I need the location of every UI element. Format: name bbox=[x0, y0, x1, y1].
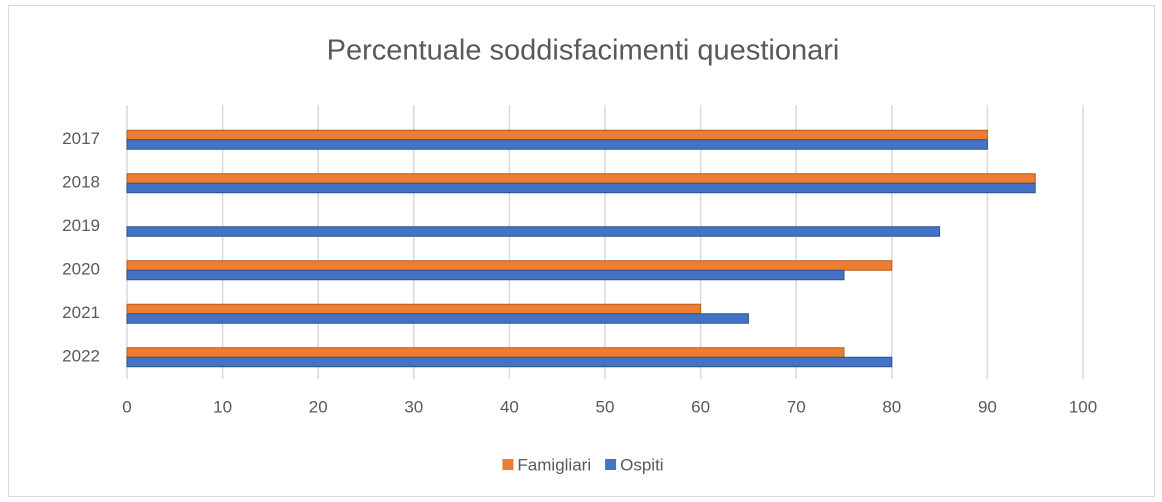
y-tick-label: 2020 bbox=[62, 260, 100, 279]
chart-border bbox=[8, 5, 1155, 497]
bar bbox=[126, 139, 988, 150]
bar bbox=[126, 226, 941, 237]
bar bbox=[126, 347, 845, 358]
bar bbox=[126, 269, 845, 281]
legend-swatch bbox=[605, 459, 617, 470]
x-tick-label: 100 bbox=[1069, 397, 1097, 416]
bar bbox=[126, 303, 702, 315]
bar bbox=[126, 356, 893, 368]
x-tick-label: 0 bbox=[122, 397, 131, 416]
y-tick-label: 2022 bbox=[62, 347, 100, 366]
x-tick-label: 10 bbox=[213, 397, 232, 416]
bar bbox=[126, 313, 749, 324]
legend-swatch bbox=[502, 459, 514, 470]
bar bbox=[126, 173, 1036, 184]
legend-label: Ospiti bbox=[620, 455, 663, 474]
x-tick-label: 20 bbox=[309, 397, 328, 416]
chart-title: Percentuale soddisfacimenti questionari bbox=[327, 35, 840, 67]
bar bbox=[126, 182, 1036, 194]
y-tick-label: 2018 bbox=[62, 173, 100, 192]
y-tick-label: 2019 bbox=[62, 216, 100, 235]
legend-label: Famigliari bbox=[517, 455, 591, 474]
x-tick-label: 90 bbox=[978, 397, 997, 416]
x-tick-label: 50 bbox=[596, 397, 615, 416]
x-tick-label: 70 bbox=[787, 397, 806, 416]
bar bbox=[126, 129, 988, 141]
x-tick-label: 80 bbox=[882, 397, 901, 416]
y-tick-label: 2021 bbox=[62, 303, 100, 322]
x-tick-label: 40 bbox=[500, 397, 519, 416]
x-tick-label: 60 bbox=[691, 397, 710, 416]
bar bbox=[126, 260, 893, 271]
y-tick-label: 2017 bbox=[62, 129, 100, 148]
x-tick-label: 30 bbox=[404, 397, 423, 416]
